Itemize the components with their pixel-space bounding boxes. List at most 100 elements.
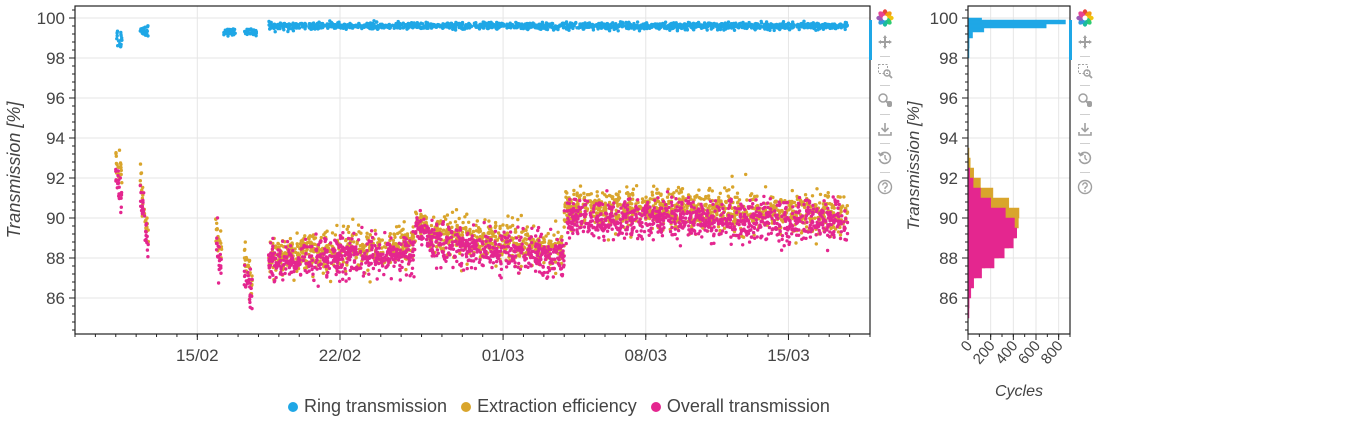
- scatter-plot[interactable]: 15/02 22/02 01/03 08/03 15/03868890929496981…: [4, 5, 872, 365]
- data-point: [145, 234, 149, 239]
- data-point: [380, 22, 384, 26]
- data-point: [543, 257, 548, 262]
- data-point: [458, 244, 462, 249]
- data-point: [501, 244, 505, 249]
- data-point: [310, 24, 314, 28]
- data-point: [455, 259, 459, 264]
- data-point: [804, 225, 809, 229]
- data-point: [341, 270, 345, 274]
- data-point: [765, 27, 770, 32]
- data-point: [219, 229, 223, 233]
- data-point: [631, 25, 635, 29]
- data-point: [324, 250, 328, 254]
- data-point: [491, 25, 495, 29]
- data-point: [780, 234, 785, 238]
- data-point: [517, 238, 522, 242]
- data-point: [459, 261, 464, 266]
- data-point: [496, 256, 501, 261]
- data-point: [516, 225, 520, 229]
- data-point: [363, 251, 367, 255]
- data-point: [232, 27, 237, 32]
- data-point: [469, 24, 474, 29]
- data-point: [349, 23, 353, 27]
- data-point: [471, 229, 476, 234]
- data-point: [578, 184, 583, 188]
- data-point: [390, 23, 395, 28]
- data-point: [115, 31, 119, 35]
- data-point: [741, 235, 746, 239]
- data-point: [794, 241, 798, 245]
- data-point: [461, 268, 466, 272]
- data-point: [650, 193, 655, 197]
- data-point: [292, 266, 297, 270]
- data-point: [341, 224, 346, 228]
- data-point: [366, 268, 370, 272]
- data-point: [422, 25, 427, 29]
- data-point: [493, 220, 498, 225]
- data-point: [699, 197, 703, 201]
- data-point: [461, 220, 465, 225]
- data-point: [117, 178, 121, 182]
- data-point: [444, 246, 448, 250]
- data-point: [430, 234, 435, 239]
- data-point: [465, 250, 469, 254]
- data-point: [356, 223, 361, 227]
- data-point: [289, 263, 293, 267]
- data-point: [783, 26, 787, 30]
- data-point: [249, 286, 253, 290]
- data-point: [449, 246, 453, 250]
- data-point: [499, 249, 503, 253]
- data-point: [635, 20, 640, 24]
- data-point: [442, 253, 446, 257]
- data-point: [458, 226, 462, 230]
- data-point: [626, 27, 631, 31]
- data-point: [627, 192, 632, 197]
- data-point: [380, 256, 384, 260]
- data-point: [725, 25, 729, 29]
- data-point: [448, 221, 452, 225]
- data-point: [307, 269, 311, 273]
- data-point: [269, 26, 273, 30]
- data-point: [830, 24, 834, 28]
- data-point: [297, 23, 301, 27]
- data-point: [814, 203, 818, 207]
- data-point: [624, 23, 629, 28]
- data-point: [276, 26, 280, 31]
- data-point: [338, 257, 342, 261]
- data-point: [614, 198, 618, 202]
- data-point: [385, 242, 389, 246]
- data-point: [414, 221, 418, 225]
- data-point: [274, 256, 278, 261]
- data-point: [250, 274, 254, 278]
- data-point: [460, 233, 465, 237]
- data-point: [287, 259, 292, 264]
- data-point: [533, 244, 538, 249]
- data-point: [245, 28, 250, 32]
- data-point: [347, 277, 351, 281]
- x-tick-label: 08/03: [624, 346, 667, 365]
- data-point: [823, 193, 828, 198]
- data-point: [142, 191, 146, 195]
- data-point: [408, 259, 412, 263]
- data-point: [616, 29, 620, 33]
- data-point: [555, 25, 559, 29]
- data-point: [539, 232, 544, 236]
- data-point: [402, 220, 406, 224]
- data-point: [395, 244, 399, 248]
- data-point: [537, 262, 541, 266]
- data-point: [139, 171, 144, 175]
- data-point: [145, 29, 149, 33]
- data-point: [508, 230, 513, 234]
- data-point: [814, 242, 818, 246]
- data-point: [466, 231, 470, 235]
- data-point: [382, 26, 386, 30]
- data-point: [817, 27, 822, 31]
- data-point: [709, 27, 713, 31]
- data-point: [278, 255, 282, 259]
- data-point: [283, 22, 288, 27]
- data-point: [280, 239, 285, 243]
- data-point: [514, 241, 519, 246]
- data-point: [343, 246, 348, 250]
- data-point: [529, 235, 533, 239]
- data-point: [469, 259, 474, 263]
